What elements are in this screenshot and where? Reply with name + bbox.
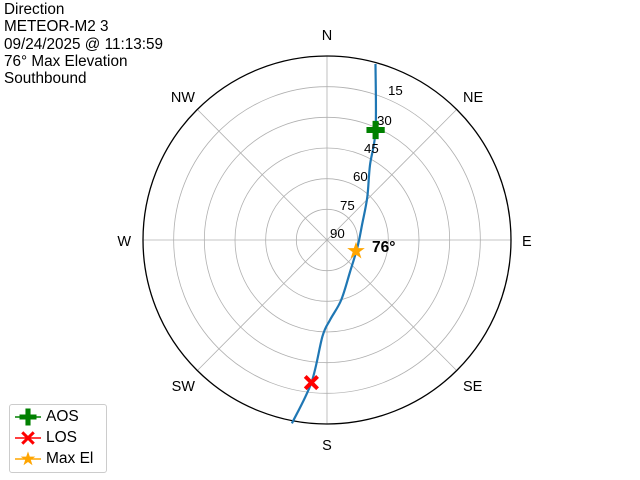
svg-text:15: 15 [388,83,403,98]
svg-text:30: 30 [377,113,392,128]
svg-text:90: 90 [330,226,345,241]
svg-text:E: E [522,234,532,250]
svg-text:SE: SE [463,379,483,395]
svg-text:NW: NW [171,90,195,106]
svg-text:SW: SW [172,379,196,395]
svg-text:S: S [322,438,332,454]
svg-text:60: 60 [353,169,368,184]
svg-text:45: 45 [364,141,379,156]
svg-text:N: N [322,28,332,44]
svg-text:W: W [117,234,131,250]
svg-text:NE: NE [463,90,483,106]
svg-text:76°: 76° [372,239,395,256]
svg-text:75: 75 [340,198,355,213]
